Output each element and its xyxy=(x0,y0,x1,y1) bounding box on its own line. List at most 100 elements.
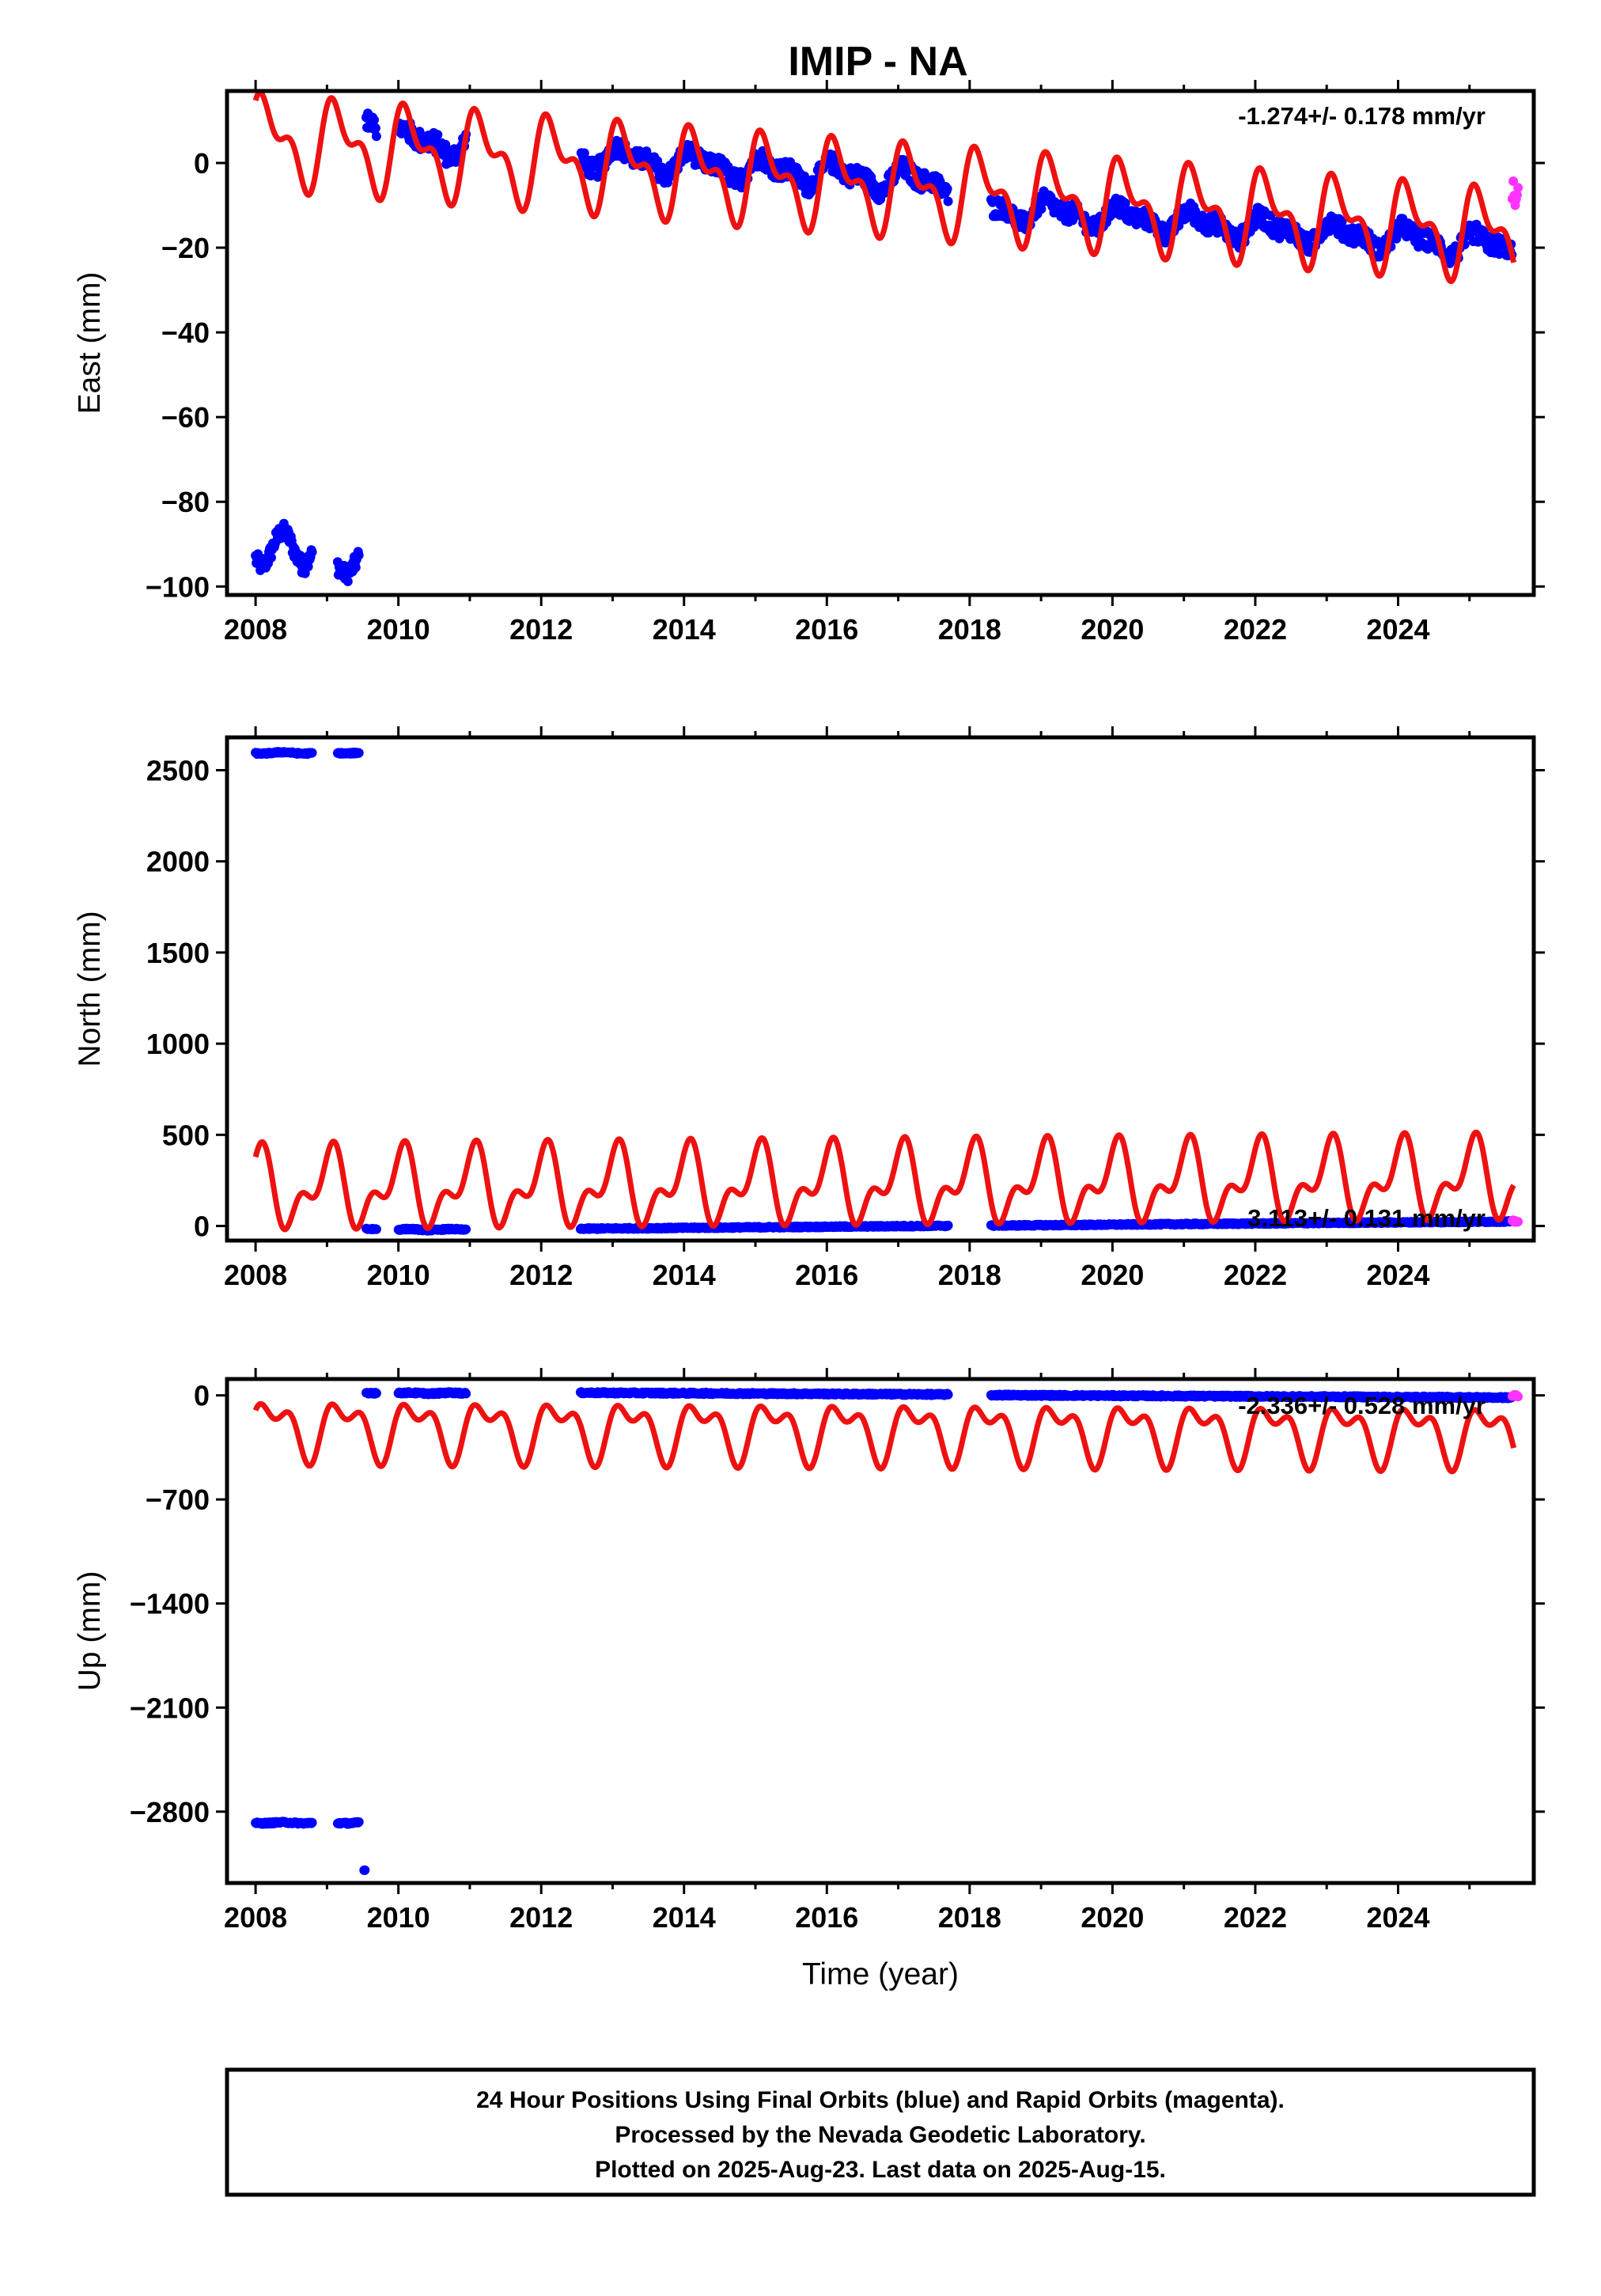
north-x-tick-label: 2016 xyxy=(795,1259,858,1291)
east-y-tick-label: 0 xyxy=(194,147,210,180)
north-x-tick-label: 2010 xyxy=(367,1259,430,1291)
east-x-tick-label: 2020 xyxy=(1081,613,1144,646)
east-frame xyxy=(225,89,1536,597)
up-y-tick-label: −700 xyxy=(146,1483,210,1516)
rapid-point xyxy=(1513,183,1523,193)
data-point xyxy=(354,748,364,758)
data-point xyxy=(360,1865,370,1875)
data-point xyxy=(943,1389,953,1400)
east-x-tick-label: 2018 xyxy=(938,613,1001,646)
data-point xyxy=(942,184,952,194)
north-y-tick-label: 1000 xyxy=(146,1028,210,1060)
data-point xyxy=(343,576,353,586)
data-point xyxy=(371,1389,381,1398)
north-plot-area xyxy=(251,747,1523,1236)
up-rate-label: -2.336+/- 0.528 mm/yr xyxy=(1238,1392,1486,1419)
data-point xyxy=(1266,210,1276,221)
north-y-tick-label: 2000 xyxy=(146,846,210,878)
north-y-tick-label: 1500 xyxy=(146,937,210,969)
up-x-tick-label: 2010 xyxy=(367,1901,430,1934)
data-point xyxy=(1337,216,1347,226)
up-x-tick-label: 2024 xyxy=(1366,1901,1429,1934)
panel-north: 2008 2010 2012 2014 2016 2018 2020 2022 2024 0 500… xyxy=(73,726,1545,1291)
data-point xyxy=(943,1220,953,1230)
data-point xyxy=(371,131,381,142)
data-point xyxy=(433,130,443,140)
north-x-tick-label: 2014 xyxy=(653,1259,716,1291)
data-point xyxy=(371,1224,381,1234)
data-point xyxy=(350,563,361,573)
north-x-tick-label: 2018 xyxy=(938,1259,1001,1291)
panel-up: 2008 2010 2012 2014 2016 2018 2020 2022 2024 0 −70… xyxy=(73,1368,1545,1991)
data-point xyxy=(354,550,364,560)
up-x-tick-label: 2016 xyxy=(795,1901,858,1934)
north-rate-label: 3.113+/- 0.131 mm/yr xyxy=(1247,1204,1486,1232)
rapid-point xyxy=(1508,176,1519,186)
up-frame xyxy=(225,1377,1536,1885)
data-point xyxy=(585,171,596,181)
north-final-orbit-points xyxy=(251,747,1517,1236)
up-x-tick-label: 2012 xyxy=(509,1901,573,1934)
north-x-tick-label: 2024 xyxy=(1366,1259,1429,1291)
data-point xyxy=(354,1817,364,1827)
east-y-tick-label: −40 xyxy=(161,316,210,349)
up-y-tick-label: −1400 xyxy=(130,1588,210,1620)
panels: 2008 2010 2012 2014 2016 2018 2020 2022 2024 0 −20… xyxy=(73,80,1545,1991)
north-x-tick-label: 2020 xyxy=(1081,1259,1144,1291)
up-final-orbit-points xyxy=(251,1387,1517,1875)
east-y-tick-label: −80 xyxy=(161,486,210,518)
data-point xyxy=(943,196,953,206)
east-x-tick-label: 2014 xyxy=(653,613,716,646)
data-point xyxy=(1120,198,1130,208)
up-rapid-orbit-points xyxy=(1507,1390,1523,1402)
data-point xyxy=(370,123,380,133)
data-point xyxy=(869,180,880,190)
up-x-tick-label: 2022 xyxy=(1224,1901,1287,1934)
north-y-tick-label: 500 xyxy=(162,1119,210,1151)
north-y-tick-label: 0 xyxy=(194,1211,210,1243)
data-point xyxy=(593,170,604,180)
north-x-tick-label: 2008 xyxy=(224,1259,287,1291)
east-x-tick-label: 2022 xyxy=(1224,613,1287,646)
data-point xyxy=(579,148,589,158)
up-y-tick-label: −2100 xyxy=(130,1692,210,1724)
east-y-tick-label: −60 xyxy=(161,401,210,434)
rapid-point xyxy=(1513,1392,1523,1402)
footer-line-3: Plotted on 2025-Aug-23. Last data on 202… xyxy=(595,2157,1166,2183)
east-y-tick-label: −20 xyxy=(161,232,210,264)
up-y-axis-label: Up (mm) xyxy=(73,1571,107,1692)
east-x-tick-label: 2024 xyxy=(1366,613,1429,646)
rapid-point xyxy=(1513,1217,1523,1227)
north-frame xyxy=(225,735,1536,1243)
up-plot-area xyxy=(251,1387,1523,1875)
up-x-tick-label: 2020 xyxy=(1081,1901,1144,1934)
east-model-line xyxy=(252,91,1517,285)
up-x-tick-label: 2008 xyxy=(224,1901,287,1934)
footer-line-1: 24 Hour Positions Using Final Orbits (bl… xyxy=(476,2087,1285,2113)
data-point xyxy=(461,1389,471,1399)
east-x-tick-label: 2010 xyxy=(367,613,430,646)
data-point xyxy=(1494,249,1504,260)
east-x-tick-label: 2008 xyxy=(224,613,287,646)
up-x-tick-label: 2018 xyxy=(938,1901,1001,1934)
east-x-tick-label: 2016 xyxy=(795,613,858,646)
north-x-tick-label: 2022 xyxy=(1224,1259,1287,1291)
data-point xyxy=(295,551,305,561)
north-rapid-orbit-points xyxy=(1507,1215,1523,1227)
data-point xyxy=(369,115,379,125)
figure-title: IMIP - NA xyxy=(788,39,967,85)
footer-line-2: Processed by the Nevada Geodetic Laborat… xyxy=(615,2122,1145,2148)
data-point xyxy=(307,547,317,557)
data-point xyxy=(307,1817,317,1828)
x-axis-label: Time (year) xyxy=(802,1957,959,1991)
footer-box: 24 Hour Positions Using Final Orbits (bl… xyxy=(225,2067,1536,2197)
north-y-axis-label: North (mm) xyxy=(73,911,107,1067)
up-y-tick-label: 0 xyxy=(194,1380,210,1412)
panel-east: 2008 2010 2012 2014 2016 2018 2020 2022 2024 0 −20… xyxy=(73,80,1545,646)
north-model-line xyxy=(252,1129,1516,1233)
east-plot-area xyxy=(251,91,1523,586)
east-x-tick-label: 2012 xyxy=(509,613,573,646)
data-point xyxy=(461,1224,471,1234)
north-x-tick-label: 2012 xyxy=(509,1259,573,1291)
